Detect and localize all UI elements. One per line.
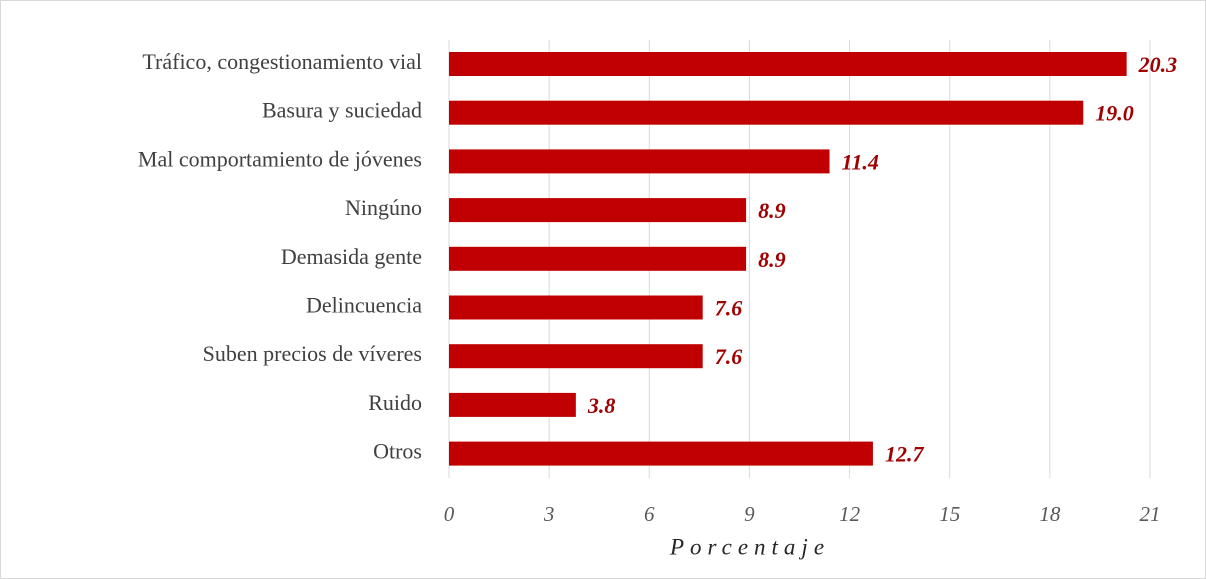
value-label: 8.9 (758, 247, 786, 272)
x-tick-label: 15 (939, 502, 960, 526)
bar (449, 295, 703, 320)
value-label: 19.0 (1095, 101, 1134, 126)
bar (449, 100, 1084, 125)
bar (449, 198, 747, 223)
value-label: 12.7 (885, 442, 925, 467)
bar (449, 52, 1127, 76)
y-tick-label: Delincuencia (306, 293, 422, 318)
bar (449, 246, 747, 271)
x-tick-label: 21 (1140, 502, 1161, 526)
y-tick-label: Tráfico, congestionamiento vial (142, 49, 422, 74)
x-tick-label: 6 (644, 502, 655, 526)
x-tick-label: 9 (744, 502, 755, 526)
y-tick-label: Demasida gente (281, 244, 422, 269)
y-tick-label: Otros (373, 439, 422, 464)
y-tick-label: Basura y suciedad (262, 98, 422, 123)
x-tick-label: 0 (444, 502, 455, 526)
bar (449, 344, 703, 369)
y-tick-label: Ningúno (345, 195, 422, 220)
value-label: 11.4 (842, 149, 879, 174)
value-label: 20.3 (1138, 52, 1178, 77)
y-tick-label: Mal comportamiento de jóvenes (138, 146, 422, 171)
value-label: 8.9 (758, 198, 786, 223)
bar (449, 392, 576, 417)
x-tick-label: 18 (1039, 502, 1061, 526)
x-tick-label: 3 (543, 502, 555, 526)
x-tick-label: 12 (839, 502, 861, 526)
value-label: 7.6 (715, 296, 743, 321)
y-tick-label: Suben precios de víveres (203, 341, 422, 366)
value-label: 7.6 (715, 344, 743, 369)
x-axis-title: Porcentaje (669, 534, 830, 559)
value-label: 3.8 (587, 393, 616, 418)
bar (449, 441, 873, 466)
bar (449, 149, 830, 174)
y-tick-label: Ruido (368, 390, 422, 415)
